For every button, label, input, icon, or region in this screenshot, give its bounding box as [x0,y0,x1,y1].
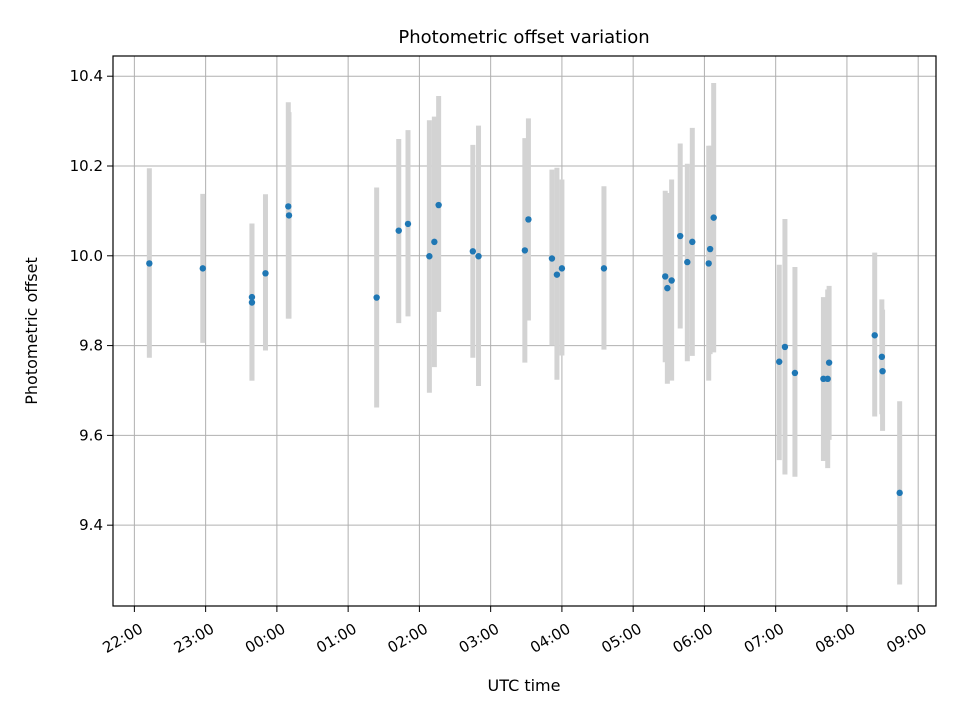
data-point [395,227,402,234]
data-point [521,247,529,254]
data-point [664,284,671,292]
chart-title: Photometric offset variation [398,27,649,48]
data-point [475,253,482,260]
x-tick-label: 01:00 [313,620,359,657]
data-point [199,265,206,272]
data-point [676,232,684,240]
data-point [553,271,561,278]
data-point [706,245,714,253]
data-point [825,359,833,366]
data-point [684,258,691,266]
x-tick-label: 03:00 [456,620,502,657]
data-point [705,260,712,267]
x-tick-label: 00:00 [242,620,288,657]
data-point [896,489,903,497]
data-point [776,358,783,365]
y-tick-label: 10.0 [70,247,103,265]
error-bars [146,82,903,585]
data-point [262,270,269,277]
x-tick-label: 09:00 [883,620,929,657]
plot-area [112,55,937,607]
x-tick-label: 06:00 [670,620,716,657]
y-tick-label: 9.8 [79,337,103,355]
data-point [879,367,886,375]
x-tick-label: 08:00 [812,620,858,657]
x-axis-label: UTC time [488,676,561,695]
data-point [373,294,380,301]
data-point [469,248,477,255]
data-point [871,332,878,339]
data-point [668,277,675,284]
x-tick-label: 05:00 [598,620,644,657]
y-axis-label: Photometric offset [22,257,41,405]
data-point [435,201,442,209]
y-axis-ticks: 9.4 9.6 9.8 10.0 10.2 10.4 [70,67,113,534]
data-point [558,265,566,272]
data-point [146,260,153,267]
data-point [878,353,886,361]
data-point [548,255,556,262]
x-tick-label: 07:00 [741,620,787,657]
y-tick-label: 9.4 [79,516,103,534]
x-axis-ticks: 22:00 23:00 00:00 01:00 02:00 03:00 04:00 05:00… [100,606,930,657]
data-point [600,265,608,272]
data-point [248,293,256,301]
x-tick-label: 04:00 [527,620,573,657]
data-point [710,214,717,221]
x-tick-label: 23:00 [171,620,217,657]
y-tick-label: 10.4 [70,67,103,85]
data-point [824,375,831,383]
data-point [426,253,433,260]
data-point [781,343,789,351]
data-point [248,299,256,306]
data-point [689,238,696,246]
data-points [146,201,903,497]
y-tick-label: 9.6 [79,426,103,444]
data-point [662,273,669,280]
data-point [404,220,412,228]
data-point [525,216,532,223]
x-tick-label: 22:00 [100,620,146,657]
x-tick-label: 02:00 [385,620,431,657]
data-point [431,238,438,246]
data-point [285,212,293,219]
data-point [285,203,292,210]
data-point [791,369,799,377]
y-tick-label: 10.2 [70,157,103,175]
